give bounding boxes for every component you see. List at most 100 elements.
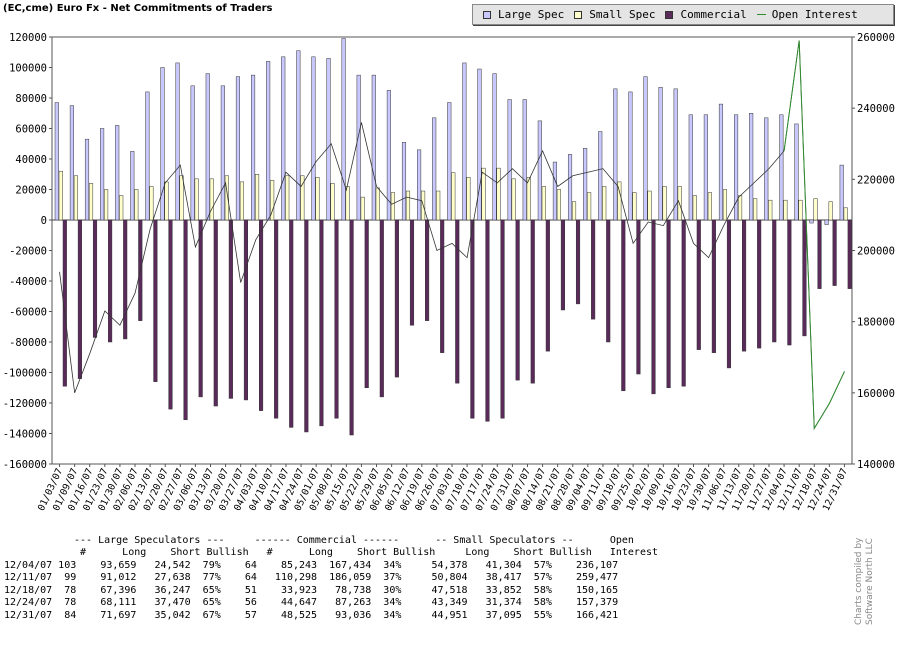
small-spec-bar: [330, 183, 335, 221]
open-interest-swatch: [756, 14, 766, 15]
small-spec-bar: [119, 195, 124, 221]
y2-tick-label: 220000: [857, 174, 895, 186]
y-tick-label: -60000: [9, 307, 47, 319]
small-spec-bar: [375, 187, 380, 221]
y-tick-label: -140000: [3, 429, 47, 441]
small-spec-bar: [556, 189, 561, 221]
small-spec-bar: [270, 180, 275, 221]
large-spec-bar: [115, 125, 120, 221]
small-spec-bar: [436, 190, 441, 221]
commercial-bar: [757, 219, 762, 349]
commercial-bar: [545, 219, 550, 352]
legend-item-large-spec: Large Spec: [483, 8, 564, 21]
open-interest-line-recent: [783, 40, 845, 431]
commercial-bar: [334, 219, 339, 419]
large-spec-bar: [628, 91, 633, 221]
commercial-bar: [92, 219, 98, 338]
large-spec-bar: [734, 114, 739, 221]
commercial-bar: [726, 219, 732, 369]
large-spec-swatch: [483, 10, 491, 19]
small-spec-bar: [300, 175, 305, 221]
large-spec-bar: [235, 76, 240, 221]
large-spec-bar: [371, 74, 376, 221]
large-spec-bar: [175, 62, 180, 221]
commercial-bar: [123, 219, 128, 340]
small-spec-bar: [405, 190, 411, 221]
large-spec-bar: [552, 161, 557, 221]
commercial-bar: [742, 219, 747, 352]
table-header-groups: --- Large Speculators --- ------ Commerc…: [74, 535, 634, 546]
large-spec-bar: [477, 68, 482, 221]
commercial-bar: [62, 219, 67, 387]
large-spec-bar: [311, 56, 316, 221]
y-tick-label: -80000: [9, 337, 47, 349]
commercial-bar: [500, 219, 505, 419]
large-spec-bar: [794, 123, 799, 221]
small-spec-bar: [481, 167, 486, 221]
commercial-bar: [274, 219, 279, 419]
large-spec-bar: [145, 91, 150, 221]
y-tick-label: -120000: [3, 398, 47, 410]
large-spec-bar: [220, 85, 225, 221]
large-spec-bar: [251, 74, 256, 221]
large-spec-bar: [703, 114, 708, 221]
large-spec-bar: [54, 102, 59, 221]
y2-tick-label: 160000: [857, 388, 895, 400]
small-spec-bar: [571, 201, 577, 221]
commercial-bar: [817, 219, 822, 289]
small-spec-bar: [73, 175, 78, 221]
small-spec-bar: [541, 186, 546, 221]
large-spec-bar: [643, 76, 648, 221]
commercial-bar: [364, 219, 369, 388]
large-spec-bar: [764, 117, 769, 221]
large-spec-bar: [673, 88, 678, 221]
commercial-bar: [651, 219, 656, 395]
commercial-bar: [515, 219, 520, 381]
small-spec-bar: [828, 201, 833, 221]
small-spec-bar: [285, 175, 290, 221]
table-row: 12/04/07 103 93,659 24,542 79% 64 85,243…: [4, 560, 619, 571]
large-spec-bar: [190, 85, 195, 221]
y2-tick-label: 140000: [857, 459, 895, 471]
cot-table: --- Large Speculators --- ------ Commerc…: [4, 535, 658, 635]
y2-tick-label: 180000: [857, 317, 895, 329]
y2-tick-label: 260000: [857, 32, 895, 44]
legend-label-commercial: Commercial: [680, 8, 747, 21]
large-spec-bar: [567, 154, 573, 221]
commercial-bar: [621, 219, 626, 392]
small-spec-bar: [224, 175, 229, 221]
credit-line-2: Software North LLC: [865, 538, 875, 625]
large-spec-bar: [537, 120, 542, 221]
small-spec-bar: [390, 192, 395, 221]
commercial-bar: [530, 219, 535, 384]
table-row: 12/18/07 78 67,396 36,247 65% 51 33,923 …: [4, 585, 619, 596]
small-spec-bar: [149, 186, 154, 221]
large-spec-bar: [160, 67, 165, 221]
commercial-bar: [575, 219, 581, 305]
chart-title: (EC,cme) Euro Fx - Net Commitments of Tr…: [3, 3, 273, 14]
small-spec-bar: [134, 189, 139, 221]
legend-label-small-spec: Small Spec: [589, 8, 656, 21]
y-tick-label: -160000: [3, 459, 47, 471]
table-header-columns: # Long Short Bullish # Long Short Bullis…: [68, 547, 659, 558]
commercial-bar: [349, 219, 354, 436]
small-spec-swatch: [574, 10, 583, 19]
legend-item-commercial: Commercial: [665, 8, 747, 21]
large-spec-bar: [84, 138, 90, 221]
small-spec-bar: [798, 199, 803, 221]
y-tick-label: -40000: [9, 276, 47, 288]
small-spec-bar: [783, 199, 788, 221]
small-spec-bar: [587, 192, 592, 221]
small-spec-bar: [843, 207, 848, 221]
large-spec-bar: [432, 117, 437, 221]
small-spec-bar: [239, 181, 244, 221]
commercial-bar: [304, 219, 309, 433]
y2-tick-label: 200000: [857, 246, 895, 258]
small-spec-bar: [768, 199, 773, 221]
commercial-bar: [213, 219, 218, 407]
small-spec-bar: [360, 196, 365, 221]
large-spec-bar: [809, 219, 814, 224]
small-spec-bar: [58, 170, 63, 221]
legend-label-open-interest: Open Interest: [771, 8, 858, 21]
small-spec-bar: [662, 186, 667, 221]
